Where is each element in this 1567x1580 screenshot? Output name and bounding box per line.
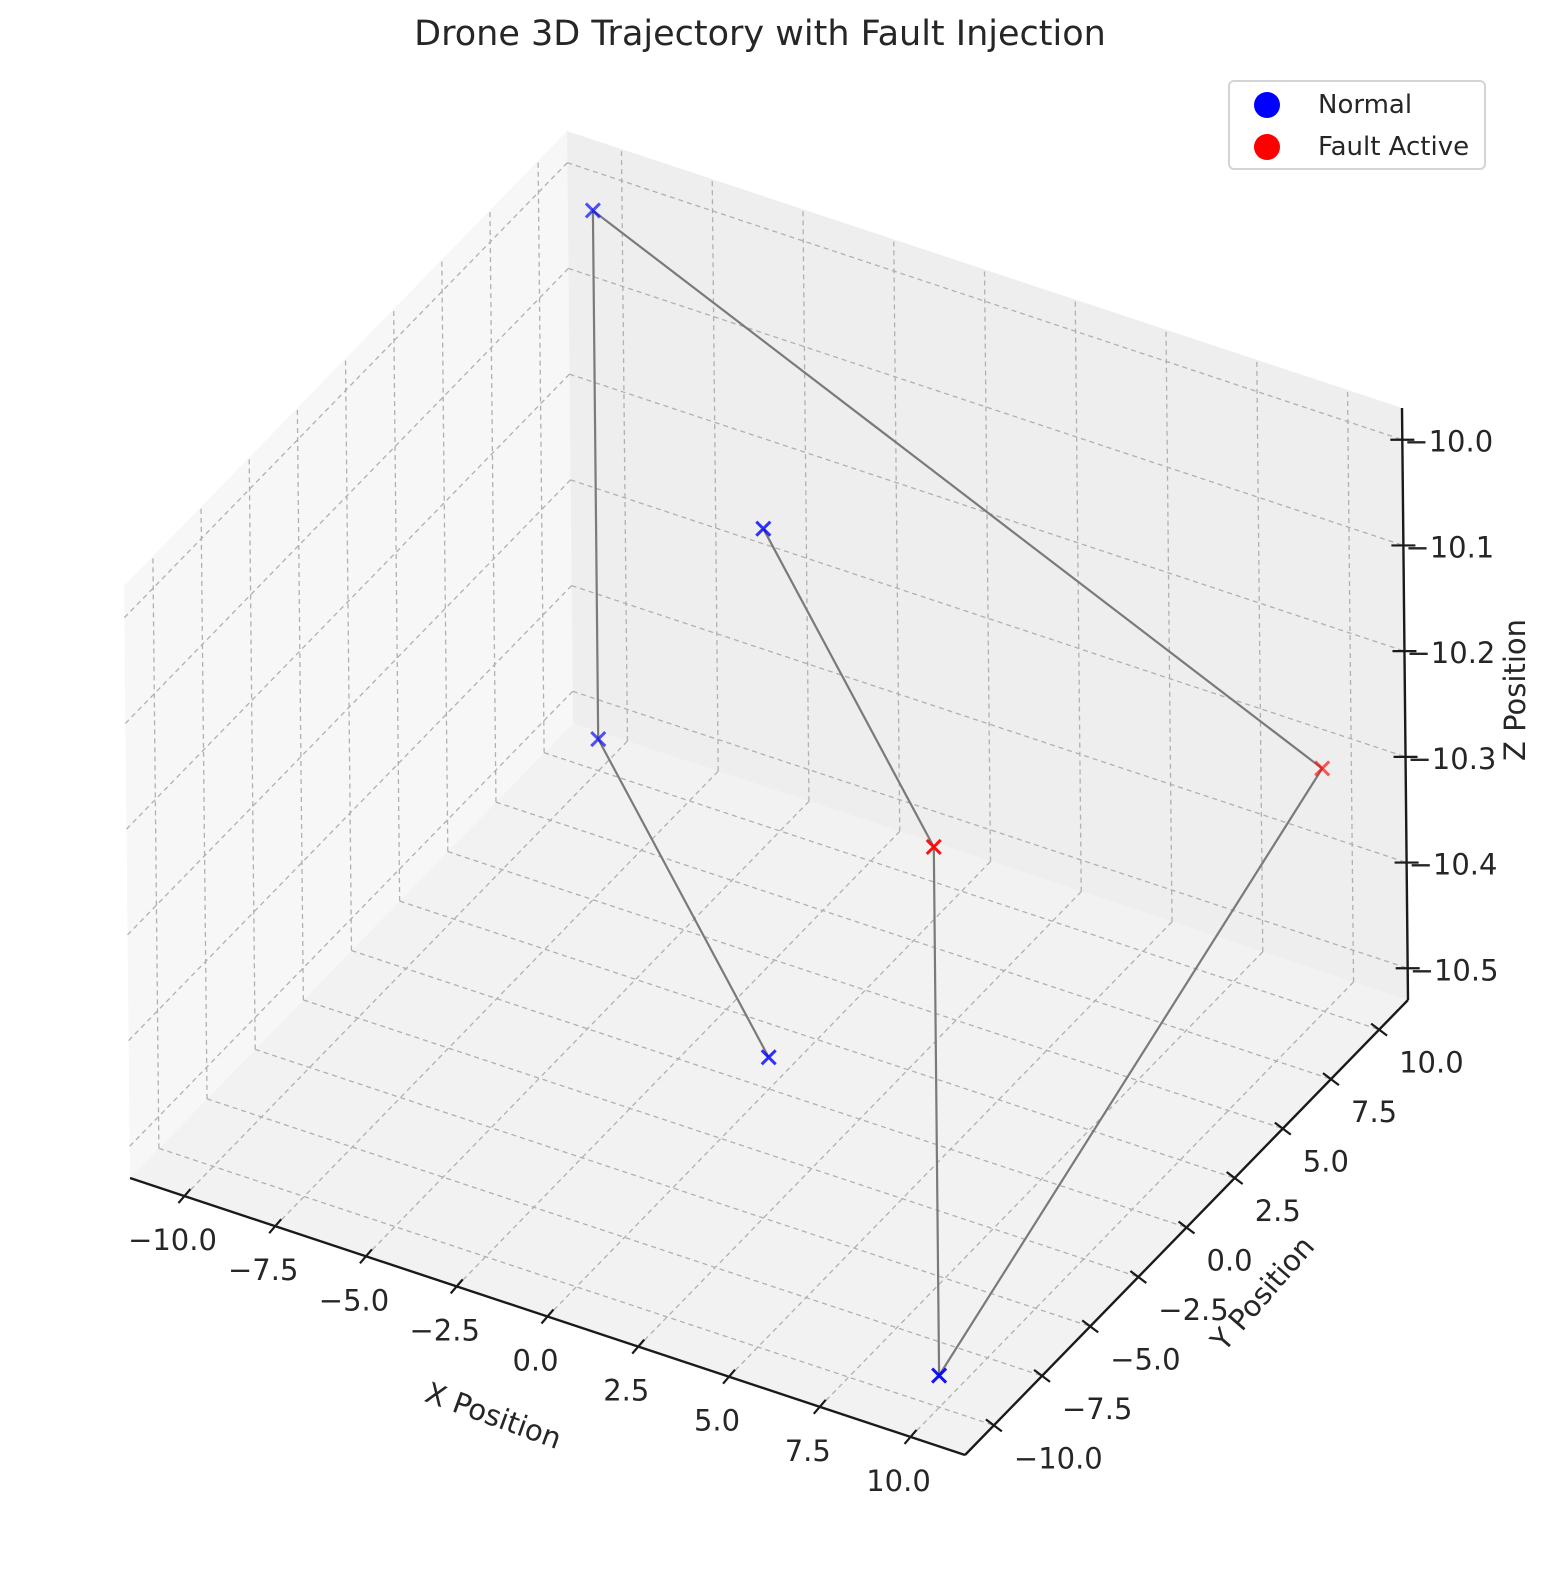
grid-line-z-back — [572, 690, 1408, 969]
marker-stroke — [755, 520, 772, 537]
y-tick — [1177, 1220, 1196, 1235]
y-tick — [1322, 1072, 1340, 1087]
y-tick-label: 2.5 — [1255, 1194, 1301, 1228]
grid-line-x-floor — [365, 800, 810, 1257]
z-tick-label: −10.3 — [1408, 742, 1497, 776]
y-tick — [1129, 1270, 1148, 1284]
x-tick-label: 5.0 — [694, 1404, 740, 1438]
marker-normal — [584, 202, 601, 219]
x-tick-label: 10.0 — [866, 1464, 931, 1498]
trajectory-markers — [584, 202, 1331, 1384]
grid-line-z-left — [123, 162, 568, 619]
x-tick-label: 2.5 — [603, 1374, 649, 1408]
legend-label-normal: Normal — [1318, 90, 1413, 120]
x-tick — [631, 1338, 646, 1355]
z-axis-line — [1400, 407, 1410, 1001]
grid-line-x-floor — [547, 861, 991, 1317]
x-tick-label: −2.5 — [409, 1313, 479, 1347]
z-tick-label: −10.4 — [1409, 848, 1498, 882]
grid-line-z-left — [129, 690, 574, 1147]
x-tick — [268, 1218, 283, 1234]
grid-line-z-back — [567, 162, 1403, 441]
marker-stroke — [590, 730, 607, 748]
y-tick-label: −5.0 — [1110, 1342, 1180, 1376]
y-tick — [1370, 1022, 1388, 1037]
grid-line-y-floor — [543, 752, 1380, 1031]
grid-line-x-floor — [819, 951, 1264, 1408]
back-wall-pane — [567, 131, 1408, 1000]
grid-line-y-floor — [303, 999, 1139, 1278]
marker-fault-active — [1314, 760, 1331, 777]
x-tick-label: −10.0 — [128, 1223, 217, 1257]
grid-line-z-back — [569, 373, 1405, 652]
x-tick — [812, 1399, 827, 1415]
grid-line-z-back — [568, 267, 1404, 547]
tick-marks — [177, 438, 1420, 1445]
x-tick-label: 0.0 — [512, 1344, 558, 1378]
grid-line-z-left — [127, 479, 572, 936]
z-tick-label: −10.5 — [1410, 953, 1499, 987]
z-tick-label: −10.1 — [1405, 530, 1494, 564]
legend-label-fault-active: Fault Active — [1318, 132, 1470, 162]
x-tick — [722, 1369, 736, 1385]
marker-normal — [755, 520, 772, 537]
x-tick — [177, 1188, 192, 1204]
x-axis-label: X Position — [421, 1375, 566, 1456]
marker-stroke — [925, 838, 942, 856]
y-tick — [985, 1418, 1003, 1433]
y-tick — [1081, 1319, 1099, 1334]
legend-marker-normal — [1254, 92, 1280, 118]
y-tick-label: 0.0 — [1207, 1244, 1253, 1278]
z-tick-label: −10.2 — [1407, 636, 1496, 670]
y-tick-label: 7.5 — [1351, 1095, 1397, 1129]
grid-line-z-back — [571, 584, 1407, 864]
legend: Normal Fault Active — [1228, 80, 1486, 170]
z-tick-label: −10.0 — [1404, 425, 1493, 459]
y-tick-label: −2.5 — [1158, 1293, 1228, 1327]
marker-stroke — [931, 1367, 948, 1384]
grid-line-y-floor — [447, 850, 1284, 1130]
grid-line-x-floor — [274, 770, 719, 1227]
grid-line-z-left — [124, 267, 569, 724]
y-tick-label: −10.0 — [1014, 1441, 1103, 1475]
marker-fault-active — [925, 838, 942, 856]
grid-line-z-back — [570, 479, 1406, 758]
left-wall-pane — [124, 131, 573, 1178]
grid-line-y-floor — [399, 900, 1235, 1179]
grid-lines — [123, 149, 1408, 1438]
marker-normal — [760, 1049, 777, 1066]
legend-item-fault-active: Fault Active — [1254, 132, 1469, 162]
x-tick — [359, 1248, 373, 1264]
x-tick-label: −5.0 — [319, 1283, 389, 1317]
marker-stroke — [1314, 760, 1331, 777]
x-tick — [540, 1308, 555, 1325]
legend-item-normal: Normal — [1254, 90, 1412, 120]
x-tick — [449, 1278, 464, 1295]
grid-line-z-left — [128, 585, 573, 1042]
x-tick-label: 7.5 — [785, 1434, 831, 1468]
grid-line-y-floor — [495, 801, 1332, 1080]
grid-line-y-floor — [158, 1147, 995, 1426]
y-tick-label: 5.0 — [1303, 1145, 1349, 1179]
marker-stroke — [760, 1049, 777, 1066]
y-tick — [1033, 1368, 1051, 1383]
grid-line-y-floor — [254, 1048, 1091, 1328]
chart-title: Drone 3D Trajectory with Fault Injection — [414, 14, 1106, 54]
grid-line-z-left — [125, 373, 570, 830]
marker-stroke — [584, 202, 601, 219]
grid-line-y-floor — [351, 949, 1187, 1229]
y-tick — [1225, 1171, 1244, 1185]
marker-normal — [931, 1367, 948, 1384]
y-tick-label: −7.5 — [1062, 1392, 1132, 1426]
y-tick-label: 10.0 — [1399, 1046, 1464, 1080]
tick-labels: −10.0−7.5−5.0−2.50.02.55.07.510.0−10.0−7… — [128, 425, 1499, 1498]
y-tick — [1274, 1121, 1292, 1136]
x-tick-label: −7.5 — [228, 1253, 298, 1287]
marker-normal — [590, 730, 607, 748]
legend-marker-fault-active — [1254, 134, 1280, 160]
z-axis-label: Z Position — [1498, 619, 1532, 761]
x-tick — [903, 1429, 918, 1445]
grid-line-y-floor — [206, 1098, 1043, 1377]
